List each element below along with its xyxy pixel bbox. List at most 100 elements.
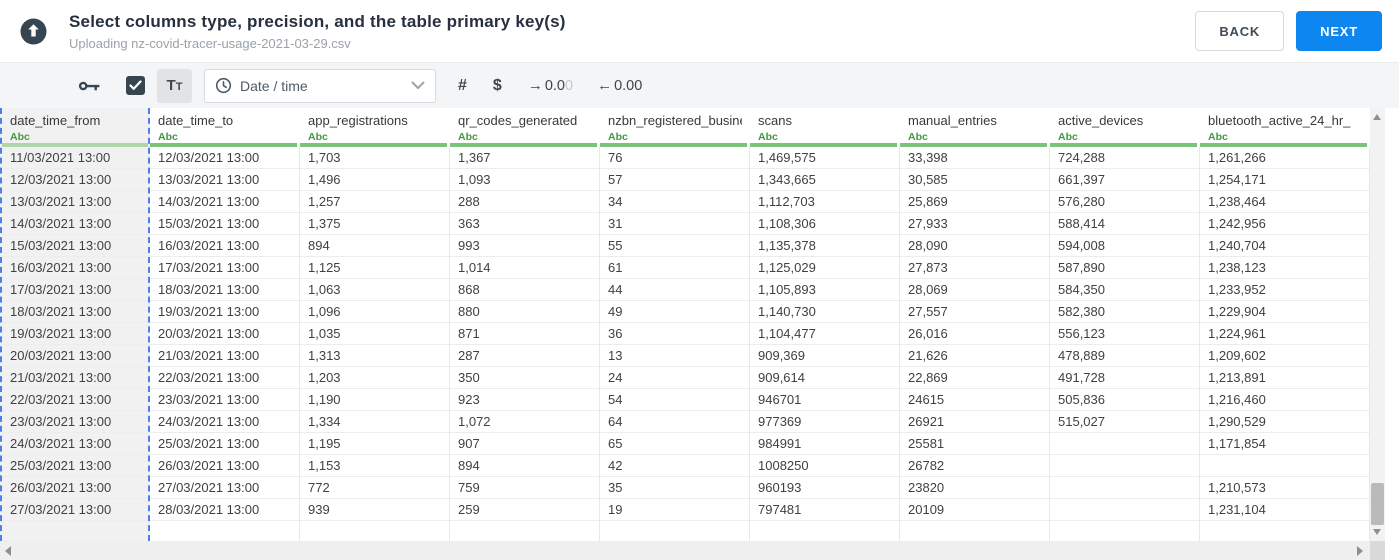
next-button[interactable]: NEXT (1296, 11, 1382, 51)
table-cell: 26,016 (900, 323, 1049, 345)
back-button[interactable]: BACK (1195, 11, 1285, 51)
decimal-increase-faded: 0 (564, 77, 574, 94)
table-cell: 16/03/2021 13:00 (150, 235, 299, 257)
currency-type-button[interactable]: $ (492, 76, 502, 94)
table-cell: 1,105,893 (750, 279, 899, 301)
number-type-button[interactable]: # (458, 76, 467, 94)
column-type-underline (1050, 143, 1197, 147)
table-cell: 909,614 (750, 367, 899, 389)
table-cell: 17/03/2021 13:00 (2, 279, 148, 301)
table-cell: 907 (450, 433, 599, 455)
column-app_registrations[interactable]: app_registrations Abc 1,703 1,496 1,257 1,375… (300, 108, 450, 541)
table-cell: 894 (300, 235, 449, 257)
upload-status: Uploading nz-covid-tracer-usage-2021-03-… (69, 35, 351, 51)
vertical-scrollbar[interactable] (1370, 108, 1385, 541)
table-cell: 1,195 (300, 433, 449, 455)
table-cell: 57 (600, 169, 749, 191)
table-cell: 1,014 (450, 257, 599, 279)
column-filler (450, 521, 599, 541)
column-manual_entries[interactable]: manual_entries Abc 33,398 30,585 25,869 27,93… (900, 108, 1050, 541)
table-cell: 21/03/2021 13:00 (150, 345, 299, 367)
table-cell: 22/03/2021 13:00 (2, 389, 148, 411)
table-cell: 1,238,123 (1200, 257, 1369, 279)
text-type-button[interactable]: Tt (157, 68, 192, 103)
vertical-scrollbar-thumb[interactable] (1371, 483, 1384, 525)
table-cell: 759 (450, 477, 599, 499)
table-cell (1050, 499, 1199, 521)
table-cell: 993 (450, 235, 599, 257)
table-cell: 20109 (900, 499, 1049, 521)
table-cell: 25,869 (900, 191, 1049, 213)
table-cell: 505,836 (1050, 389, 1199, 411)
column-name: bluetooth_active_24_hr_ (1208, 113, 1351, 128)
column-header: manual_entries Abc (900, 108, 1050, 143)
table-cell: 1,140,730 (750, 301, 899, 323)
table-cell: 1,072 (450, 411, 599, 433)
table-cell: 24 (600, 367, 749, 389)
table-cell: 25/03/2021 13:00 (150, 433, 299, 455)
column-nzbn_registered_busine[interactable]: nzbn_registered_busine Abc 76 57 34 31 55 61 44 4… (600, 108, 750, 541)
decimal-increase-button[interactable]: → 0.0 0 (528, 77, 573, 94)
table-cell: 661,397 (1050, 169, 1199, 191)
table-cell: 25/03/2021 13:00 (2, 455, 148, 477)
table-cell: 1,334 (300, 411, 449, 433)
scroll-left-arrow-icon[interactable] (5, 546, 11, 556)
column-filler (2, 521, 148, 541)
table-cell: 576,280 (1050, 191, 1199, 213)
table-cell: 1,229,904 (1200, 301, 1369, 323)
column-qr_codes_generated[interactable]: qr_codes_generated Abc 1,367 1,093 288 363 993… (450, 108, 600, 541)
table-cell: 1,496 (300, 169, 449, 191)
column-name: nzbn_registered_busine (608, 113, 742, 128)
table-cell: 584,350 (1050, 279, 1199, 301)
column-cells: 1,469,575 1,343,665 1,112,703 1,108,306 1,13… (750, 147, 900, 541)
table-cell: 12/03/2021 13:00 (150, 147, 299, 169)
column-include-checkbox[interactable] (126, 76, 145, 95)
table-cell: 1,233,952 (1200, 279, 1369, 301)
column-active_devices[interactable]: active_devices Abc 724,288 661,397 576,280 58… (1050, 108, 1200, 541)
scroll-down-arrow-icon[interactable] (1373, 529, 1381, 535)
table-cell: 19 (600, 499, 749, 521)
column-cells: 11/03/2021 13:00 12/03/2021 13:00 13/03/20… (2, 147, 148, 541)
horizontal-scrollbar[interactable] (0, 541, 1370, 560)
table-cell: 24615 (900, 389, 1049, 411)
column-type-label: Abc (10, 131, 30, 143)
table-cell: 26782 (900, 455, 1049, 477)
column-date_time_to[interactable]: date_time_to Abc 12/03/2021 13:00 13/03/202… (150, 108, 300, 541)
decimal-decrease-button[interactable]: ← 0.00 (597, 77, 642, 94)
table-cell: 31 (600, 213, 749, 235)
column-type-underline (150, 143, 297, 147)
column-filler (300, 521, 449, 541)
column-date_time_from[interactable]: date_time_from Abc 11/03/2021 13:00 12/03/2… (0, 108, 150, 541)
column-filler (900, 521, 1049, 541)
table-cell: 1,093 (450, 169, 599, 191)
table-cell: 1,210,573 (1200, 477, 1369, 499)
table-cell: 15/03/2021 13:00 (150, 213, 299, 235)
column-scans[interactable]: scans Abc 1,469,575 1,343,665 1,112,703 1,108… (750, 108, 900, 541)
column-name: manual_entries (908, 113, 997, 128)
table-cell: 23/03/2021 13:00 (150, 389, 299, 411)
table-cell: 491,728 (1050, 367, 1199, 389)
table-cell: 27,873 (900, 257, 1049, 279)
table-cell: 1,343,665 (750, 169, 899, 191)
table-cell: 23/03/2021 13:00 (2, 411, 148, 433)
wizard-actions: BACK NEXT (1195, 11, 1382, 51)
column-name: qr_codes_generated (458, 113, 578, 128)
table-cell (1050, 477, 1199, 499)
table-cell: 1,209,602 (1200, 345, 1369, 367)
table-cell: 1,290,529 (1200, 411, 1369, 433)
table-cell: 44 (600, 279, 749, 301)
table-cell: 17/03/2021 13:00 (150, 257, 299, 279)
scroll-up-arrow-icon[interactable] (1373, 114, 1381, 120)
table-cell: 28,090 (900, 235, 1049, 257)
primary-key-icon[interactable] (78, 74, 102, 98)
table-cell: 1,375 (300, 213, 449, 235)
table-cell: 27,557 (900, 301, 1049, 323)
table-cell: 350 (450, 367, 599, 389)
column-type-select[interactable]: Date / time (204, 68, 436, 103)
table-cell: 54 (600, 389, 749, 411)
column-bluetooth_active_24_hr_[interactable]: bluetooth_active_24_hr_ Abc 1,261,266 1,254… (1200, 108, 1370, 541)
table-cell: 1,203 (300, 367, 449, 389)
table-cell: 21,626 (900, 345, 1049, 367)
scroll-right-arrow-icon[interactable] (1357, 546, 1363, 556)
